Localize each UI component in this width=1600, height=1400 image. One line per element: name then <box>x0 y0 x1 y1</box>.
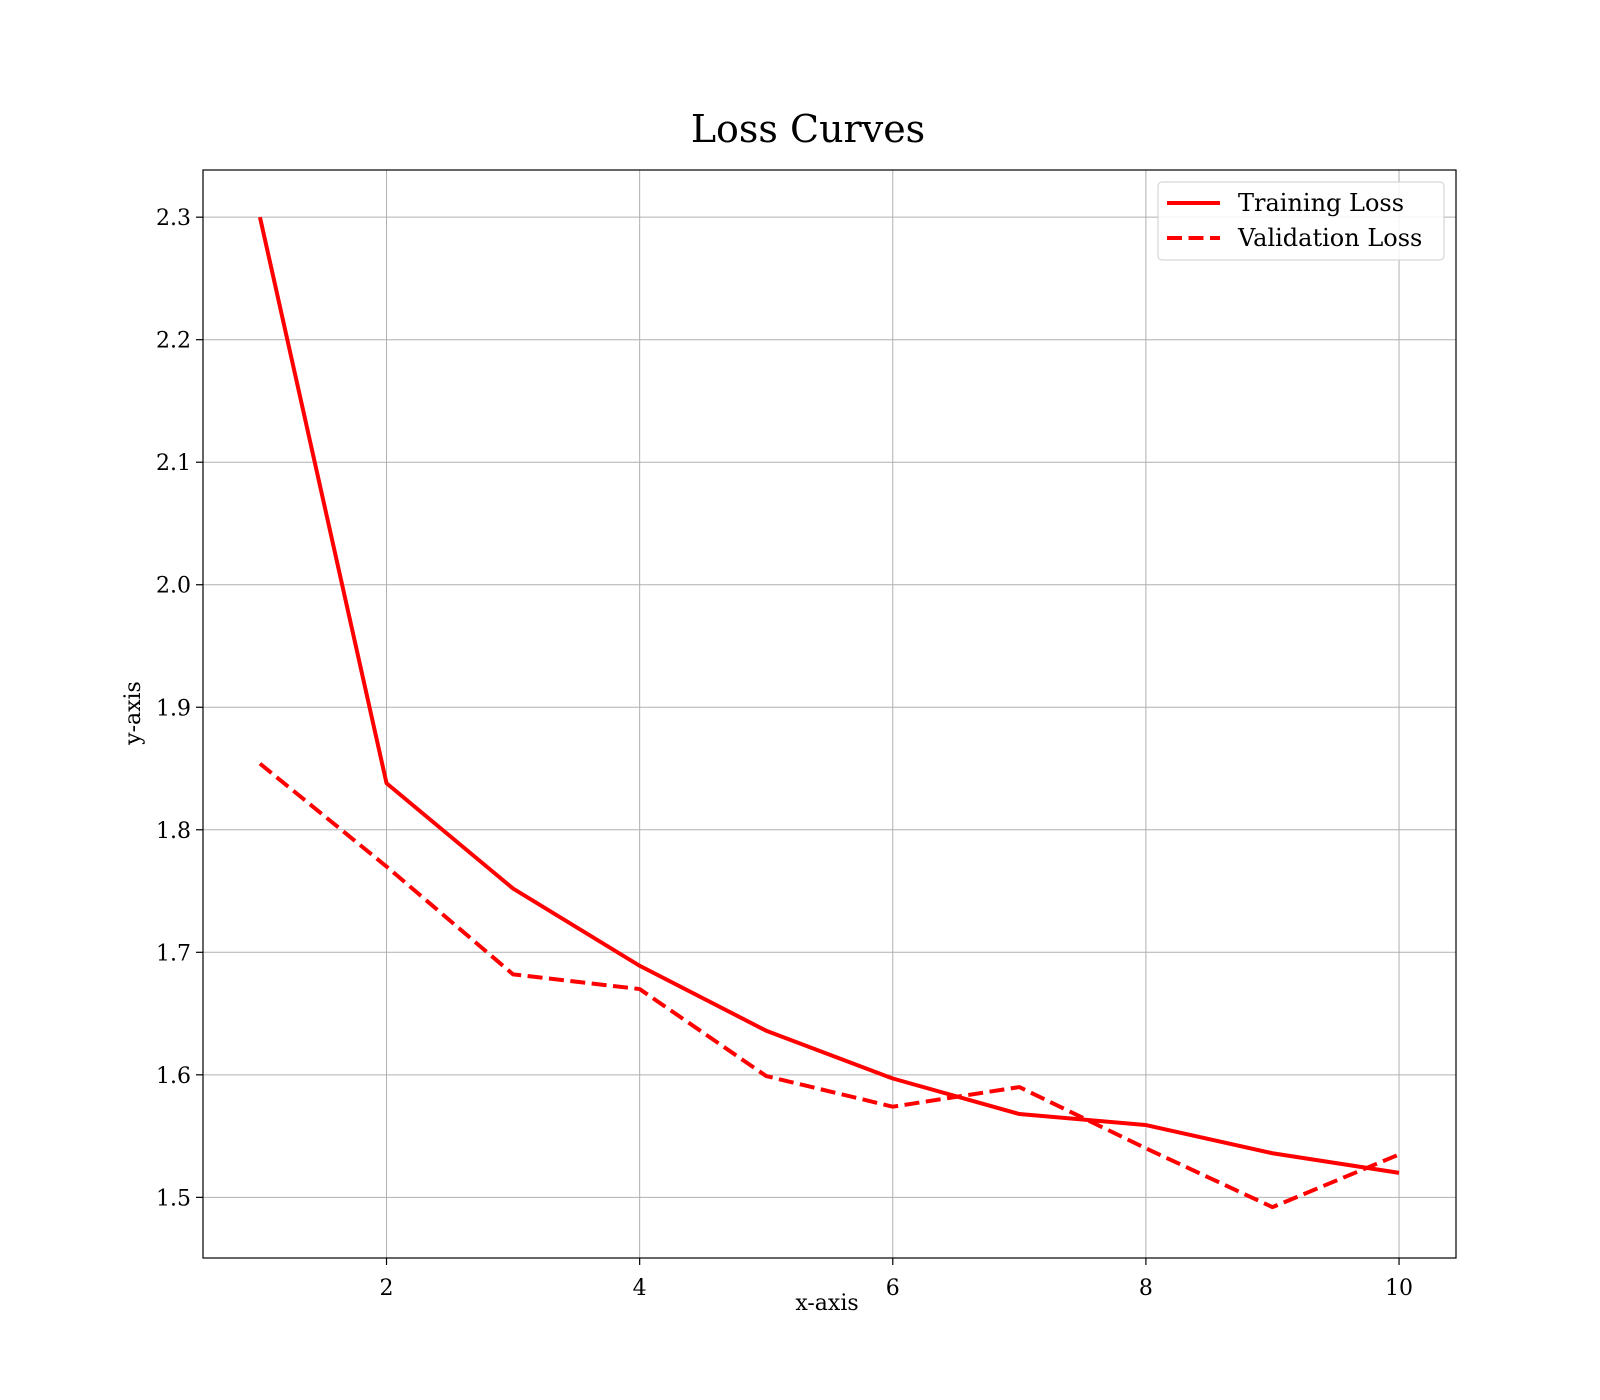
x-tick-label: 2 <box>380 1276 394 1301</box>
training-loss-line <box>257 216 1400 1175</box>
y-tick-label: 2.1 <box>156 451 191 476</box>
legend-label: Validation Loss <box>1237 224 1422 252</box>
plot-background <box>203 170 1456 1258</box>
plot-frame <box>202 169 1457 1259</box>
y-tick-label: 1.9 <box>156 696 191 721</box>
series-layer <box>257 216 1400 1210</box>
x-tick-label: 6 <box>886 1276 900 1301</box>
y-tick-label: 2.0 <box>156 574 191 599</box>
x-axis-label: x-axis <box>795 1291 858 1316</box>
y-tick-label: 2.2 <box>156 329 191 354</box>
grid-lines <box>203 170 1456 1258</box>
axes-frame <box>202 169 1457 1259</box>
y-tick-label: 1.5 <box>156 1186 191 1211</box>
y-tick-label: 1.6 <box>156 1064 191 1089</box>
legend-box <box>1157 181 1445 261</box>
y-tick-label: 1.8 <box>156 819 191 844</box>
y-tick-label: 2.3 <box>156 206 191 231</box>
plot-area <box>203 170 1456 1258</box>
validation-loss-line <box>258 762 1400 1210</box>
legend-label: Training Loss <box>1238 189 1404 217</box>
x-tick-label: 10 <box>1385 1276 1413 1301</box>
chart-title: Loss Curves <box>691 107 925 151</box>
y-tick-label: 1.7 <box>156 941 191 966</box>
y-axis-label: y-axis <box>121 681 146 746</box>
legend: Training Loss Validation Loss <box>1157 181 1445 261</box>
ticks: 2 4 6 8 10 1.5 1.6 1.7 1.8 1.9 2.0 2.1 2.2 2.3 <box>156 206 1413 1301</box>
x-tick-label: 4 <box>633 1276 647 1301</box>
x-tick-label: 8 <box>1139 1276 1153 1301</box>
